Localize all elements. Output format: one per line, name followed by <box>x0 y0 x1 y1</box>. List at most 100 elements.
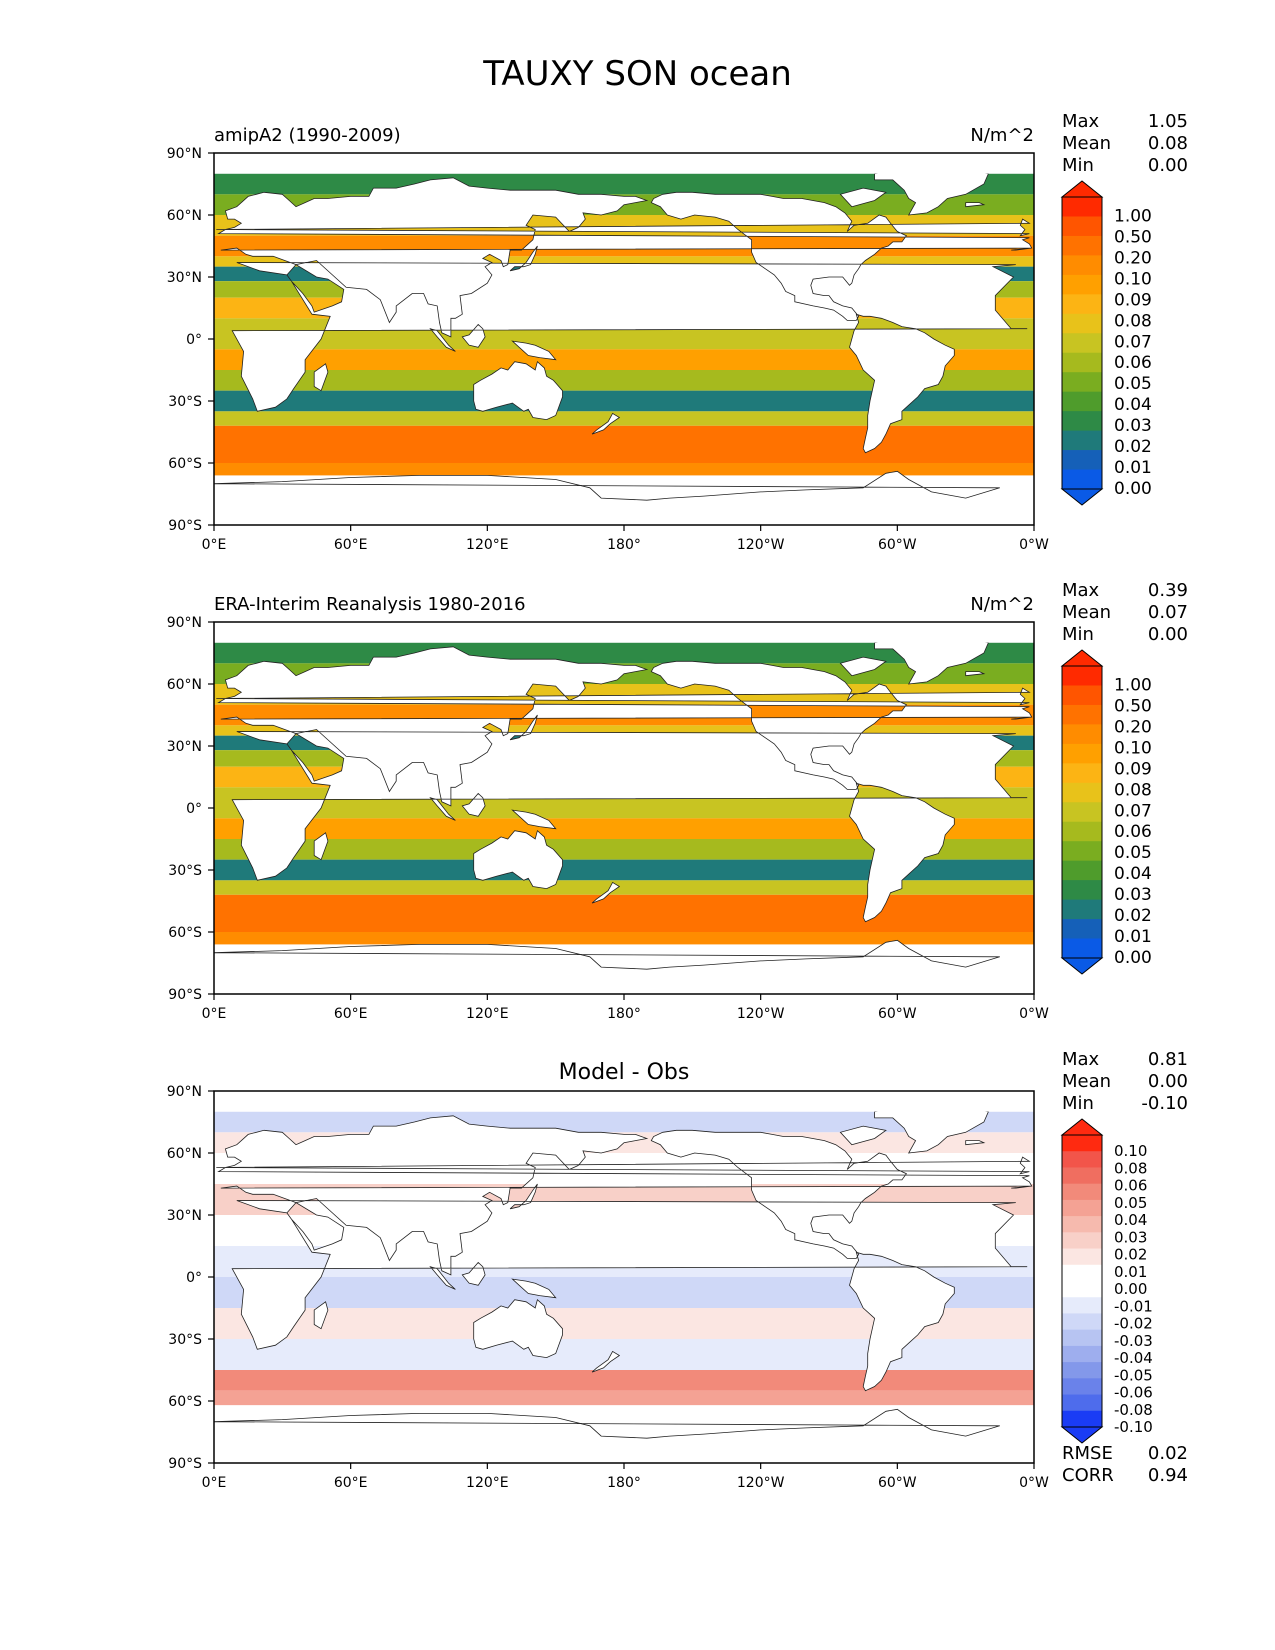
colorbar-swatch <box>1062 1362 1102 1379</box>
colorbar-swatch <box>1062 938 1102 959</box>
colorbar-label: 0.50 <box>1114 696 1152 716</box>
lon-tick-label: 120°E <box>466 1475 509 1491</box>
lat-tick-label: 0° <box>186 1270 202 1286</box>
lon-tick-label: 120°W <box>737 1475 785 1491</box>
colorbar-label: 1.00 <box>1114 206 1152 226</box>
colorbar-swatch <box>1062 197 1102 217</box>
field-band <box>214 390 1034 412</box>
lat-tick-label: 90°N <box>167 146 202 162</box>
lon-tick-label: 0°W <box>1019 1475 1049 1491</box>
colorbar-swatch <box>1062 802 1102 823</box>
lon-tick-label: 120°W <box>737 537 785 553</box>
colorbar-label: 0.02 <box>1114 906 1152 926</box>
colorbar-swatch <box>1062 1345 1102 1363</box>
colorbar-swatch <box>1062 1151 1102 1168</box>
lon-tick-label: 60°E <box>334 537 368 553</box>
field-band <box>214 463 1034 476</box>
map-field <box>214 622 1034 994</box>
colorbar-label: 0.03 <box>1114 416 1152 436</box>
stat-value-min: 0.00 <box>1148 624 1188 645</box>
stat-value-rmse: 0.02 <box>1148 1443 1188 1464</box>
colorbar-swatch <box>1062 450 1102 471</box>
colorbar-label: -0.02 <box>1114 1315 1153 1333</box>
stat-label-min: Min <box>1062 1093 1094 1114</box>
lon-tick-label: 0°E <box>202 1006 227 1022</box>
colorbar-label: 0.02 <box>1114 1246 1147 1264</box>
lat-tick-label: 30°N <box>167 270 202 286</box>
stat-value-mean: 0.00 <box>1148 1071 1188 1092</box>
colorbar-swatch <box>1062 899 1102 920</box>
field-band <box>214 425 1034 463</box>
stat-label-corr: CORR <box>1062 1465 1114 1486</box>
lat-tick-label: 30°S <box>168 863 202 879</box>
colorbar-swatch <box>1062 1281 1102 1298</box>
colorbar-label: 0.04 <box>1114 395 1152 415</box>
panel-left-title: ERA-Interim Reanalysis 1980-2016 <box>214 594 526 615</box>
colorbar-label: 0.01 <box>1114 1263 1147 1281</box>
colorbar-swatch <box>1062 411 1102 432</box>
colorbar-label: 0.05 <box>1114 374 1152 394</box>
colorbar-swatch <box>1062 841 1102 862</box>
colorbar-label: -0.03 <box>1114 1332 1153 1350</box>
colorbar-swatch <box>1062 274 1102 295</box>
lat-tick-label: 0° <box>186 801 202 817</box>
colorbar-label: -0.01 <box>1114 1297 1153 1315</box>
colorbar-swatch <box>1062 685 1102 706</box>
stat-value-min: 0.00 <box>1148 155 1188 176</box>
colorbar-label: 0.20 <box>1114 248 1152 268</box>
colorbar-swatch <box>1062 1313 1102 1331</box>
field-band <box>214 818 1034 839</box>
lon-tick-label: 180° <box>607 537 641 553</box>
panel-units: N/m^2 <box>970 125 1034 146</box>
lon-tick-label: 120°E <box>466 1006 509 1022</box>
map-panel-2: 90°N 60°N 30°N 0° 30°S 60°S 90°S0°E 60°E 120°E 18… <box>167 580 1188 1022</box>
stat-label-max: Max <box>1062 111 1100 132</box>
lat-tick-label: 60°N <box>167 1146 202 1162</box>
colorbar-swatch <box>1062 666 1102 686</box>
lat-tick-label: 90°S <box>168 1456 202 1472</box>
colorbar-swatch <box>1062 1378 1102 1396</box>
lon-tick-label: 0°E <box>202 537 227 553</box>
colorbar-swatch <box>1062 704 1102 725</box>
colorbar-swatch <box>1062 880 1102 901</box>
colorbar-label: 0.07 <box>1114 801 1152 821</box>
field-band <box>214 349 1034 370</box>
colorbar-label: 0.08 <box>1114 1159 1147 1177</box>
colorbar-swatch <box>1062 919 1102 940</box>
colorbar-label: 0.02 <box>1114 437 1152 457</box>
colorbar-label: 0.07 <box>1114 332 1152 352</box>
lon-tick-label: 0°W <box>1019 537 1049 553</box>
polar-mask-north <box>214 622 1034 643</box>
colorbar: 1.000.500.200.100.090.080.070.060.050.04… <box>1060 180 1152 506</box>
colorbar-swatch <box>1062 1135 1102 1152</box>
colorbar-label: 0.00 <box>1114 948 1152 968</box>
field-band <box>214 932 1034 945</box>
map-field <box>214 1091 1034 1463</box>
stat-value-max: 0.39 <box>1148 580 1188 601</box>
colorbar-swatch <box>1062 743 1102 764</box>
colorbar-extend-bottom <box>1060 957 1104 975</box>
lon-tick-label: 60°E <box>334 1475 368 1491</box>
colorbar-swatch <box>1062 1216 1102 1233</box>
stat-value-max: 1.05 <box>1148 111 1188 132</box>
colorbar-label: 0.01 <box>1114 458 1152 478</box>
lat-tick-label: 0° <box>186 332 202 348</box>
colorbar-label: 0.00 <box>1114 1280 1147 1298</box>
panel-units: N/m^2 <box>970 594 1034 615</box>
lat-tick-label: 30°S <box>168 394 202 410</box>
figure-title: TAUXY SON ocean <box>483 54 792 94</box>
field-band <box>214 880 1034 895</box>
stat-label-mean: Mean <box>1062 602 1111 623</box>
colorbar-swatch <box>1062 860 1102 881</box>
polar-mask-north <box>214 1091 1034 1112</box>
stat-label-mean: Mean <box>1062 133 1111 154</box>
field-band <box>214 256 1034 267</box>
lat-tick-label: 30°N <box>167 739 202 755</box>
colorbar-swatch <box>1062 724 1102 745</box>
stat-label-min: Min <box>1062 624 1094 645</box>
field-band <box>214 859 1034 881</box>
lat-tick-label: 60°S <box>168 456 202 472</box>
lon-tick-label: 180° <box>607 1006 641 1022</box>
colorbar-extend-top <box>1060 180 1104 198</box>
